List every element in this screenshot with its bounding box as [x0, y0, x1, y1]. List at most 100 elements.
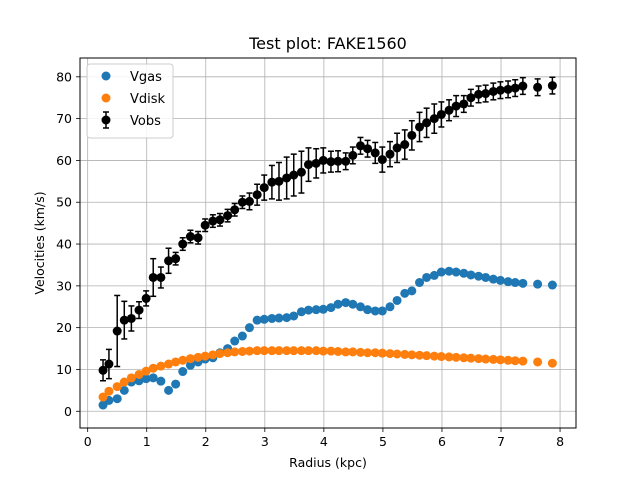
vgas-point [547, 280, 557, 290]
vdisk-point [518, 356, 528, 366]
vgas-point [363, 305, 373, 315]
vobs-point [185, 232, 195, 242]
vdisk-point [289, 346, 299, 356]
y-tick-label: 50 [56, 195, 72, 210]
vdisk-point [466, 353, 476, 363]
legend-label-vobs: Vobs [130, 114, 161, 129]
vdisk-point [141, 366, 151, 376]
vgas-point [244, 323, 254, 333]
vgas-point [230, 336, 240, 346]
x-tick-label: 8 [556, 434, 564, 449]
vobs-point [518, 81, 528, 91]
vgas-point [164, 385, 174, 395]
vgas-series [98, 266, 557, 410]
vdisk-point [459, 353, 469, 363]
y-tick-label: 80 [56, 69, 72, 84]
x-tick-label: 4 [320, 434, 328, 449]
vobs-point [459, 99, 469, 109]
vdisk-point [533, 357, 543, 367]
vdisk-point [385, 349, 395, 359]
vgas-point [481, 272, 491, 282]
y-tick-label: 60 [56, 153, 72, 168]
vobs-point [223, 211, 233, 221]
vobs-point [274, 176, 284, 186]
vobs-point [244, 196, 254, 206]
vgas-point [533, 279, 543, 289]
x-axis-label: Radius (kpc) [289, 455, 367, 470]
vgas-point [495, 275, 505, 285]
vobs-point [296, 167, 306, 177]
vgas-point [370, 306, 380, 316]
grid [80, 58, 576, 428]
vdisk-point [134, 369, 144, 379]
vobs-point [178, 239, 188, 249]
vobs-point [282, 173, 292, 183]
vdisk-point [377, 348, 387, 358]
vobs-point [208, 216, 218, 226]
vgas-point [510, 278, 520, 288]
series-layer [98, 76, 557, 410]
vdisk-point [436, 352, 446, 362]
vobs-point [422, 118, 432, 128]
vdisk-point [223, 348, 233, 358]
vdisk-point [318, 346, 328, 356]
vgas-point [385, 302, 395, 312]
vgas-point [348, 299, 358, 309]
vgas-point [518, 278, 528, 288]
vgas-point [488, 274, 498, 284]
vobs-point [119, 315, 129, 325]
vgas-point [185, 360, 195, 370]
vgas-point [311, 305, 321, 315]
vdisk-point [304, 346, 314, 356]
vdisk-point [348, 347, 358, 357]
vdisk-point [171, 357, 181, 367]
vgas-point [252, 315, 262, 325]
vgas-point [392, 295, 402, 305]
vobs-point [193, 233, 203, 243]
vobs-point [466, 93, 476, 103]
y-tick-label: 20 [56, 320, 72, 335]
vobs-point [148, 272, 158, 282]
vgas-point [134, 376, 144, 386]
vgas-point [156, 376, 166, 386]
vgas-point [304, 305, 314, 315]
vobs-point [533, 82, 543, 92]
vdisk-point [311, 346, 321, 356]
vobs-point [252, 190, 262, 200]
vgas-point [436, 267, 446, 277]
x-tick-label: 6 [438, 434, 446, 449]
vgas-point [444, 266, 454, 276]
vobs-point [481, 89, 491, 99]
vobs-point [451, 101, 461, 111]
vgas-point [267, 313, 277, 323]
vobs-point [311, 158, 321, 168]
vdisk-point [488, 354, 498, 364]
y-axis-label: Velocities (km/s) [32, 191, 47, 294]
vgas-point [466, 270, 476, 280]
vobs-point [503, 84, 513, 94]
vobs-point [267, 177, 277, 187]
vgas-point [289, 311, 299, 321]
vdisk-point [547, 358, 557, 368]
vobs-point [474, 89, 484, 99]
vdisk-point [164, 359, 174, 369]
vdisk-point [370, 348, 380, 358]
vdisk-point [119, 377, 129, 387]
vobs-point [444, 105, 454, 115]
y-tick-label: 0 [64, 404, 72, 419]
vdisk-point [363, 348, 373, 358]
vobs-point [510, 83, 520, 93]
vgas-point [503, 277, 513, 287]
vdisk-point [267, 346, 277, 356]
vgas-point [112, 394, 122, 404]
vgas-point [333, 299, 343, 309]
vdisk-point [451, 352, 461, 362]
vgas-point [355, 302, 365, 312]
vgas-point [407, 286, 417, 296]
vobs-point [259, 183, 269, 193]
vdisk-point [178, 355, 188, 365]
vgas-point [274, 313, 284, 323]
x-tick-label: 0 [84, 434, 92, 449]
vdisk-point [215, 349, 225, 359]
